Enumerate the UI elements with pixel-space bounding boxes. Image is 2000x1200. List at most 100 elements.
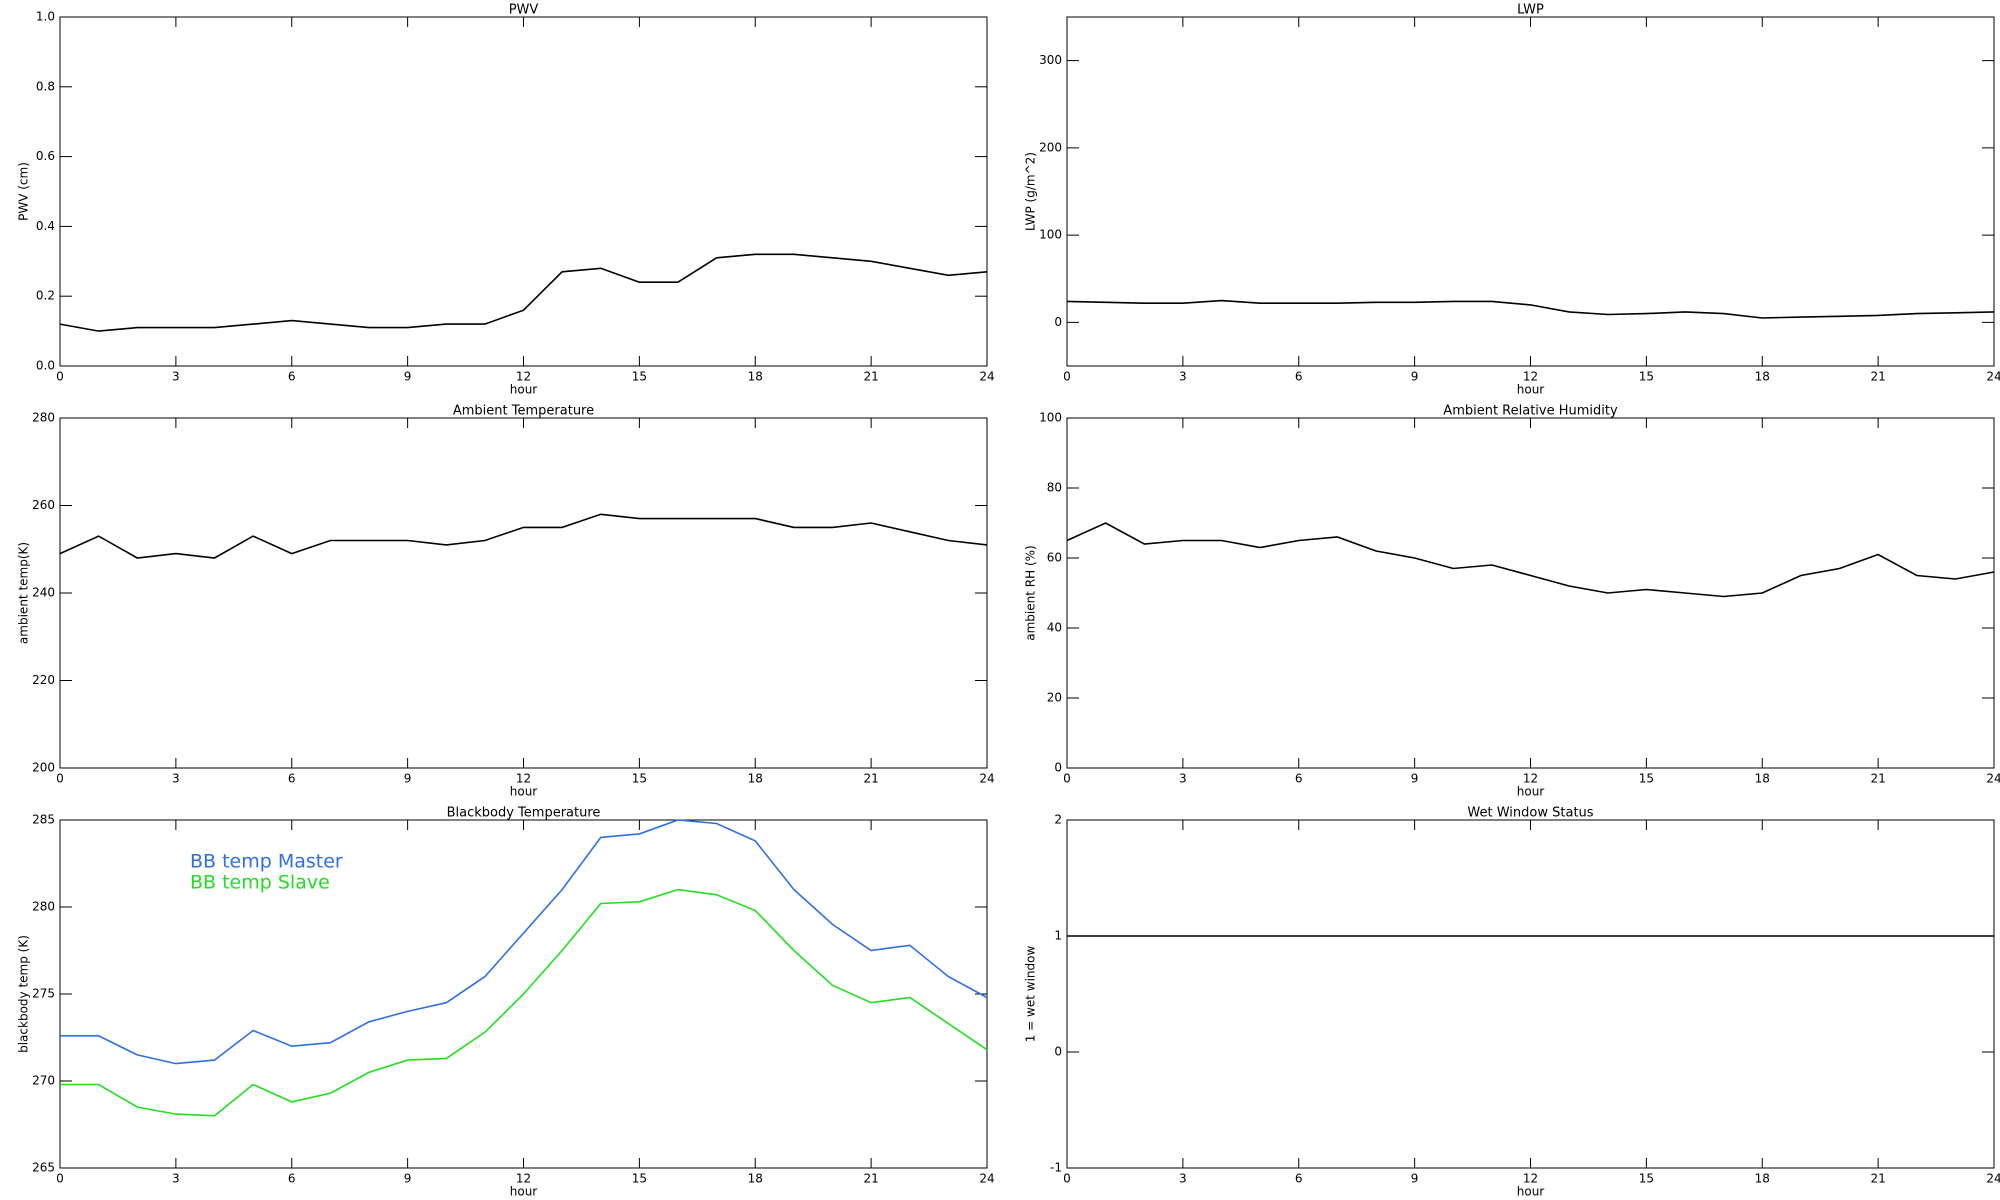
x-tick-label: 3	[1179, 772, 1187, 786]
y-tick-label: 80	[1047, 481, 1062, 495]
x-tick-label: 9	[1411, 370, 1419, 384]
x-tick-label: 0	[56, 1172, 64, 1186]
y-axis-label: blackbody temp (K)	[17, 935, 31, 1053]
chart-title: Wet Window Status	[1467, 806, 1593, 821]
x-tick-label: 12	[1523, 1172, 1538, 1186]
chart-title: Blackbody Temperature	[447, 806, 601, 821]
x-tick-label: 24	[979, 370, 994, 384]
x-tick-label: 0	[1063, 370, 1071, 384]
y-tick-label: 240	[32, 586, 55, 600]
y-tick-label: 200	[32, 761, 55, 775]
x-tick-label: 9	[1411, 1172, 1419, 1186]
y-axis-label: PWV (cm)	[17, 162, 31, 221]
x-tick-label: 18	[1755, 370, 1770, 384]
x-tick-label: 0	[56, 772, 64, 786]
y-tick-label: 60	[1047, 551, 1062, 565]
x-tick-label: 6	[288, 772, 296, 786]
y-tick-label: 0.0	[36, 359, 55, 373]
y-tick-label: 0	[1054, 1045, 1062, 1059]
y-tick-label: -1	[1050, 1161, 1062, 1175]
plot-frame	[1066, 417, 1995, 769]
y-tick-label: 270	[32, 1074, 55, 1088]
x-axis-label: hour	[510, 1185, 538, 1199]
y-tick-label: 275	[32, 987, 55, 1001]
x-tick-label: 12	[1523, 772, 1538, 786]
y-tick-label: 265	[32, 1161, 55, 1175]
x-tick-label: 0	[56, 370, 64, 384]
x-tick-label: 12	[516, 370, 531, 384]
x-tick-label: 3	[1179, 370, 1187, 384]
x-tick-label: 6	[288, 1172, 296, 1186]
x-tick-label: 24	[1986, 370, 2000, 384]
plot-frame	[1066, 16, 1995, 367]
data-line	[1066, 522, 1995, 598]
x-tick-label: 21	[1870, 1172, 1885, 1186]
x-tick-label: 0	[1063, 1172, 1071, 1186]
y-tick-label: 100	[1039, 228, 1062, 242]
x-tick-label: 18	[1755, 772, 1770, 786]
x-tick-label: 3	[1179, 1172, 1187, 1186]
x-tick-label: 15	[1639, 772, 1654, 786]
x-tick-label: 3	[172, 772, 180, 786]
chart-title: Ambient Relative Humidity	[1443, 404, 1618, 419]
x-tick-label: 15	[632, 1172, 647, 1186]
y-tick-label: 260	[32, 498, 55, 512]
data-line	[60, 888, 988, 1117]
x-tick-label: 24	[1986, 1172, 2000, 1186]
x-tick-label: 12	[1523, 370, 1538, 384]
x-tick-label: 24	[979, 772, 994, 786]
x-tick-label: 3	[172, 1172, 180, 1186]
x-axis-label: hour	[510, 383, 538, 397]
x-tick-label: 9	[1411, 772, 1419, 786]
x-tick-label: 9	[404, 370, 412, 384]
data-line	[59, 253, 988, 332]
x-tick-label: 15	[1639, 1172, 1654, 1186]
chart-title: Ambient Temperature	[453, 404, 594, 419]
x-tick-label: 6	[1295, 772, 1303, 786]
y-tick-label: 100	[1039, 411, 1062, 425]
x-axis-label: hour	[1517, 785, 1545, 799]
x-tick-label: 0	[1063, 772, 1071, 786]
x-tick-label: 15	[632, 370, 647, 384]
x-tick-label: 21	[1870, 370, 1885, 384]
plot-frame	[59, 417, 988, 769]
y-tick-label: 0.4	[36, 219, 55, 233]
x-tick-label: 6	[1295, 1172, 1303, 1186]
chart-title: LWP	[1517, 3, 1544, 18]
x-tick-label: 6	[288, 370, 296, 384]
y-axis-label: LWP (g/m^2)	[1024, 152, 1038, 231]
y-tick-label: 0.2	[36, 289, 55, 303]
x-axis-label: hour	[510, 785, 538, 799]
y-axis-label: ambient RH (%)	[1024, 545, 1038, 640]
y-tick-label: 0	[1054, 761, 1062, 775]
y-axis-label: ambient temp(K)	[17, 542, 31, 644]
x-tick-label: 15	[1639, 370, 1654, 384]
data-line	[59, 513, 988, 559]
x-tick-label: 18	[748, 370, 763, 384]
x-tick-label: 12	[516, 772, 531, 786]
y-tick-label: 280	[32, 900, 55, 914]
x-tick-label: 15	[632, 772, 647, 786]
legend-entry: BB temp Slave	[190, 872, 330, 894]
plot-frame	[59, 16, 988, 367]
y-tick-label: 0.8	[36, 79, 55, 93]
x-tick-label: 9	[404, 772, 412, 786]
data-line	[1066, 299, 1995, 319]
y-tick-label: 2	[1054, 813, 1062, 827]
y-tick-label: 220	[32, 673, 55, 687]
y-tick-label: 40	[1047, 621, 1062, 635]
x-axis-label: hour	[1517, 1185, 1545, 1199]
y-tick-label: 200	[1039, 140, 1062, 154]
y-tick-label: 280	[32, 411, 55, 425]
legend-entry: BB temp Master	[190, 851, 343, 873]
y-tick-label: 0	[1054, 315, 1062, 329]
x-tick-label: 9	[404, 1172, 412, 1186]
y-tick-label: 0.6	[36, 149, 55, 163]
x-tick-label: 21	[863, 1172, 878, 1186]
x-tick-label: 24	[979, 1172, 994, 1186]
x-axis-label: hour	[1517, 383, 1545, 397]
plot-frame	[1066, 819, 1995, 1169]
x-tick-label: 21	[1870, 772, 1885, 786]
y-axis-label: 1 = wet window	[1024, 946, 1038, 1043]
x-tick-label: 18	[748, 772, 763, 786]
